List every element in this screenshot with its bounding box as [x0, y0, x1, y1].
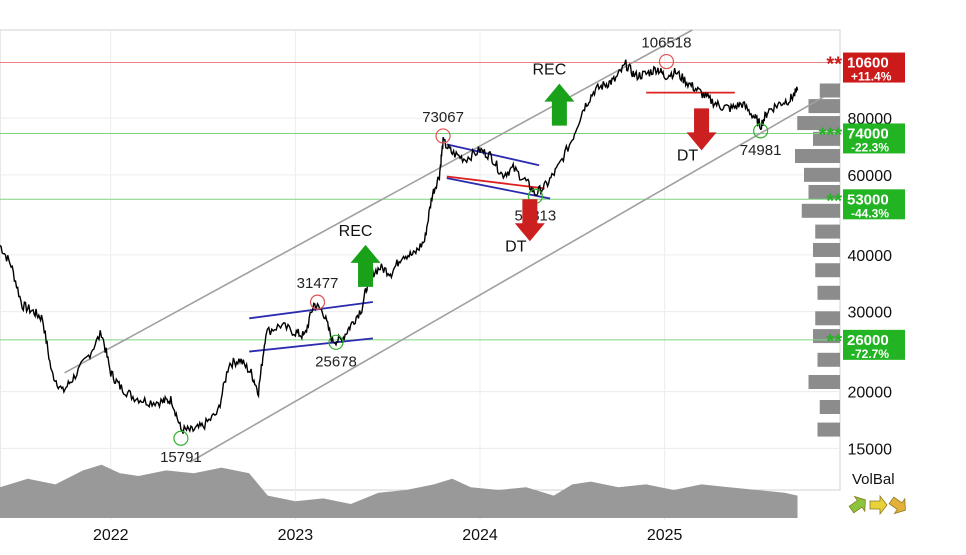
volbal-arrow-shape: [888, 496, 906, 515]
pattern-line: [446, 177, 551, 200]
level-value: 74000: [847, 125, 889, 142]
volume-profile-bar: [815, 263, 840, 278]
extremum-label: 74981: [740, 142, 782, 159]
volbal-arrow-icon: [888, 496, 906, 515]
extremum-label: 25678: [315, 353, 357, 370]
volume-profile-bar: [817, 285, 840, 300]
x-tick-label: 2023: [278, 527, 314, 544]
signal-label: REC: [532, 62, 566, 79]
pattern-line: [249, 337, 374, 353]
y-tick-label: 40000: [848, 248, 893, 265]
signal-label: DT: [505, 238, 527, 255]
trend-channel-line: [189, 96, 824, 463]
volume-profile-bar: [808, 99, 840, 114]
volume-profile-bar: [813, 242, 840, 257]
level-stars: **: [826, 190, 842, 212]
level-badge: [843, 52, 905, 83]
level-stars: **: [826, 331, 842, 353]
level-percent: -44.3%: [851, 206, 889, 220]
x-tick-label: 2024: [462, 527, 498, 544]
extremum-marker: [328, 334, 344, 350]
extremum-label: 73067: [422, 109, 464, 126]
plot-frame: [0, 29, 841, 491]
volume-profile-bar: [815, 311, 840, 326]
level-value: 26000: [847, 332, 889, 349]
level-badge: [843, 189, 905, 220]
signal-label: REC: [339, 223, 373, 240]
volbal-arrow-icon: [848, 495, 866, 514]
trend-channel-line: [64, 29, 693, 374]
volbal-arrow-icon: [869, 494, 888, 516]
extremum-marker: [753, 123, 769, 139]
y-tick-label: 15000: [848, 441, 893, 458]
volbal-arrow-shape: [869, 494, 888, 516]
volume-profile-bar: [797, 116, 840, 131]
volume-profile-bar: [804, 167, 840, 182]
level-stars: **: [826, 54, 842, 76]
volume-profile-bar: [819, 83, 840, 98]
level-badge: [843, 123, 905, 154]
level-percent: -72.7%: [851, 347, 889, 361]
level-value: 10600: [847, 55, 889, 72]
volume-profile-bar: [808, 185, 840, 200]
buy-signal-arrow: [544, 83, 575, 126]
extremum-label: 15791: [160, 449, 202, 466]
extremum-label: 31477: [297, 275, 339, 292]
y-tick-label: 20000: [848, 385, 893, 402]
y-tick-label: 60000: [848, 168, 893, 185]
volbal-label: VolBal: [852, 471, 895, 488]
level-value: 53000: [847, 191, 889, 208]
price-line: [0, 59, 799, 434]
level-percent: -22.3%: [851, 140, 889, 154]
x-tick-label: 2022: [93, 527, 129, 544]
extremum-marker: [173, 430, 189, 446]
sell-signal-arrow: [514, 199, 545, 242]
extremum-marker: [435, 128, 451, 144]
volume-profile-bar: [819, 400, 840, 415]
level-badge: [843, 329, 905, 360]
extremum-marker: [309, 294, 326, 310]
volume-profile-bar: [795, 149, 840, 164]
volume-profile-bar: [813, 131, 840, 146]
volume-profile-bar: [815, 224, 840, 239]
y-tick-label: 30000: [848, 305, 893, 322]
pattern-line: [446, 175, 545, 190]
level-stars: ***: [819, 124, 843, 146]
pattern-line: [446, 143, 540, 167]
pattern-line: [249, 301, 374, 320]
volume-profile-bar: [801, 203, 840, 218]
sell-signal-arrow: [686, 108, 717, 151]
volume-profile-bar: [808, 374, 840, 389]
buy-signal-arrow: [350, 244, 381, 287]
x-tick-label: 2025: [647, 527, 683, 544]
volume-profile-bar: [817, 352, 840, 367]
signal-label: DT: [677, 147, 699, 164]
volbal-arrow-shape: [848, 495, 866, 514]
extremum-marker: [658, 53, 675, 70]
volume-balance-area: [0, 464, 798, 518]
extremum-label: 106518: [641, 35, 691, 52]
level-percent: +11.4%: [851, 70, 892, 84]
volume-profile-bar: [817, 422, 840, 437]
